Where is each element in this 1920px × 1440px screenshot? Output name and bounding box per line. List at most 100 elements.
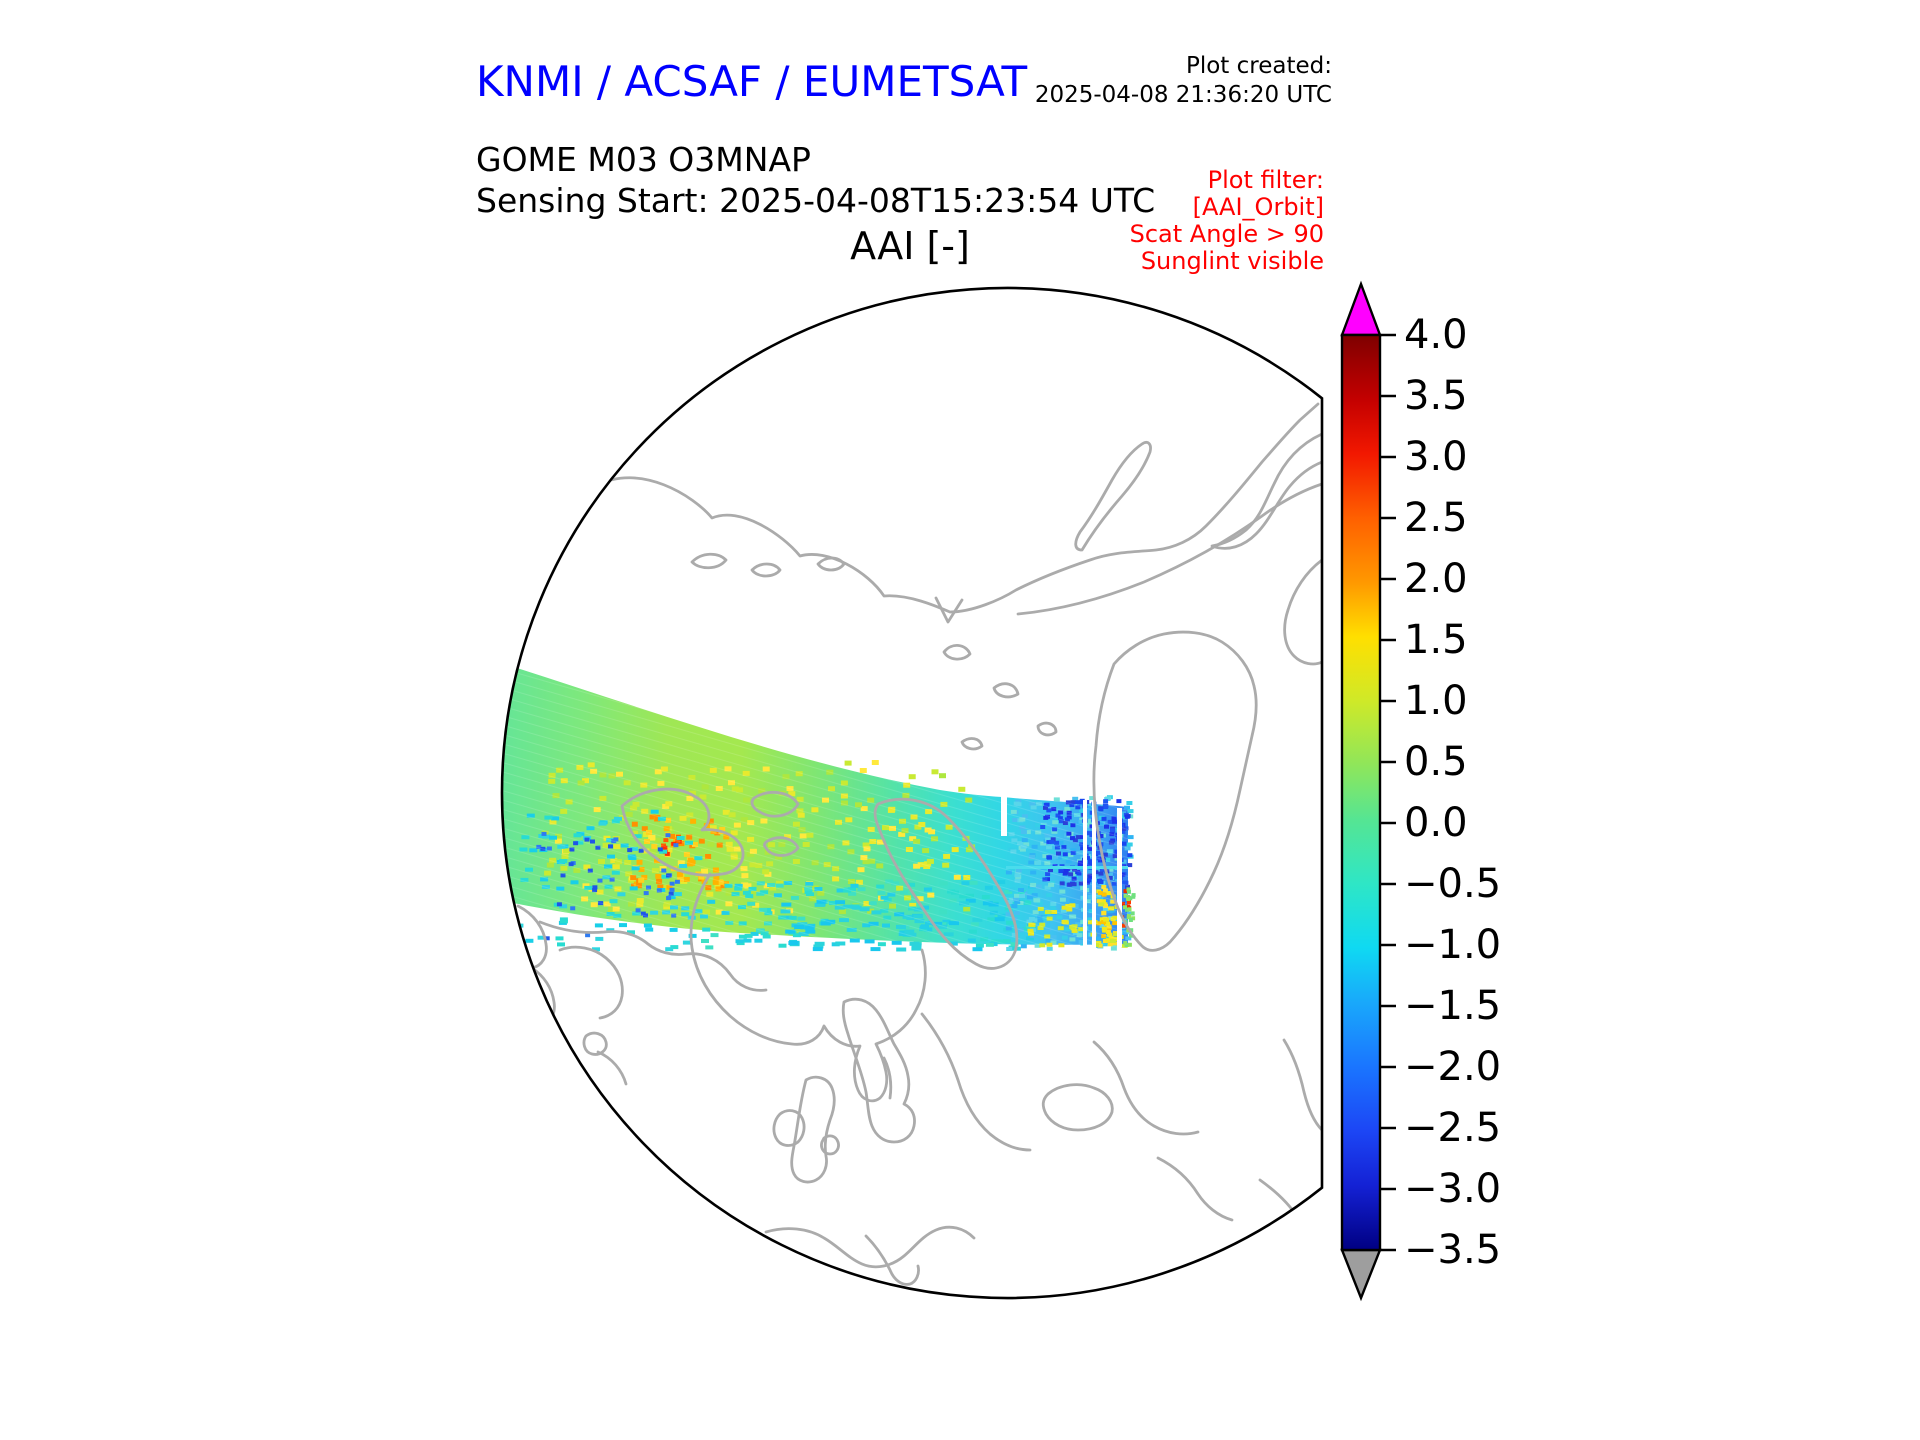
speckle bbox=[1127, 907, 1132, 912]
speckle bbox=[1006, 947, 1013, 951]
colorbar-tick-label: −1.5 bbox=[1404, 983, 1501, 1029]
speckle bbox=[871, 760, 879, 765]
product-block: GOME M03 O3MNAP Sensing Start: 2025-04-0… bbox=[476, 139, 1155, 221]
speckle bbox=[1110, 946, 1117, 951]
coastline-river-notch bbox=[934, 596, 964, 624]
map-title: AAI [-] bbox=[850, 224, 970, 268]
speckle bbox=[1126, 897, 1131, 901]
speckle bbox=[1127, 809, 1134, 814]
speckle bbox=[1097, 943, 1103, 948]
colorbar-under-arrow bbox=[1340, 1248, 1382, 1302]
coastline-iceland bbox=[1041, 1083, 1114, 1132]
speckle bbox=[859, 768, 867, 773]
speckle bbox=[844, 760, 852, 766]
speckle bbox=[1089, 796, 1096, 801]
colorbar-tick-label: −0.5 bbox=[1404, 861, 1501, 907]
speckle bbox=[788, 941, 799, 945]
colorbar-tick-label: 3.5 bbox=[1404, 373, 1468, 419]
speckle bbox=[891, 940, 902, 945]
coastline-island-row bbox=[690, 552, 846, 578]
colorbar-ticks: 4.0 3.5 3.0 2.5 2.0 1.5 1.0 0.5 0.0 −0.5 −1.0 −1.5 −… bbox=[1380, 312, 1501, 1273]
colorbar-tick-label: 0.5 bbox=[1404, 739, 1468, 785]
speckle bbox=[1072, 796, 1079, 801]
speckle bbox=[1127, 914, 1131, 918]
coastline-britain bbox=[772, 1075, 836, 1184]
speckle bbox=[1127, 835, 1134, 840]
coastline-scandinavia bbox=[820, 997, 916, 1156]
speckle bbox=[1104, 797, 1111, 801]
speckle bbox=[1128, 896, 1133, 901]
colorbar-tick-label: 1.5 bbox=[1404, 617, 1468, 663]
speckle bbox=[705, 945, 714, 950]
colorbar-tick-label: 3.0 bbox=[1404, 434, 1468, 480]
speckle bbox=[972, 947, 983, 952]
speckle bbox=[735, 939, 744, 944]
speckle bbox=[594, 923, 603, 928]
speckle bbox=[1126, 904, 1131, 909]
colorbar-tick-label: 4.0 bbox=[1404, 312, 1468, 358]
speckle bbox=[1126, 842, 1133, 847]
plot-filter-block: Plot filter: [AAI_Orbit] Scat Angle > 90 S… bbox=[1130, 167, 1324, 275]
speckle bbox=[1058, 943, 1065, 948]
colorbar-gradient-bar bbox=[1340, 333, 1382, 1252]
coastline-arctic-islands-small bbox=[750, 790, 800, 857]
speckle bbox=[1129, 933, 1133, 938]
speckle bbox=[985, 942, 994, 947]
speckle bbox=[762, 934, 771, 939]
speckle bbox=[864, 939, 875, 944]
speckle bbox=[682, 940, 691, 945]
coastline-sakhalin bbox=[1074, 441, 1152, 552]
speckle bbox=[645, 927, 654, 932]
speckle bbox=[1127, 911, 1134, 916]
speckle bbox=[1131, 893, 1136, 898]
speckle bbox=[750, 931, 759, 936]
speckle bbox=[754, 938, 763, 943]
speckle bbox=[1125, 936, 1132, 941]
speckle bbox=[1130, 911, 1135, 916]
coastline-kamchatka bbox=[1210, 432, 1322, 550]
colorbar-tick-label: −2.5 bbox=[1404, 1105, 1501, 1151]
speckle bbox=[595, 936, 604, 941]
speckle bbox=[849, 938, 860, 943]
colorbar-tick-label: −3.0 bbox=[1404, 1166, 1501, 1212]
colorbar-tick-label: −1.0 bbox=[1404, 922, 1501, 968]
colorbar-over-arrow bbox=[1340, 280, 1382, 337]
coastline-baffin bbox=[873, 797, 1019, 970]
speckle bbox=[559, 917, 568, 922]
speckle bbox=[1020, 944, 1027, 949]
speckle bbox=[1103, 799, 1109, 804]
colorbar-tick-label: 2.5 bbox=[1404, 495, 1468, 541]
speckle bbox=[939, 773, 946, 779]
speckle bbox=[812, 947, 823, 952]
speckle bbox=[813, 944, 824, 949]
speckle bbox=[814, 941, 825, 946]
institute-title: KNMI / ACSAF / EUMETSAT bbox=[476, 57, 1028, 106]
speckle bbox=[1116, 799, 1122, 804]
coastline-europe bbox=[764, 1225, 976, 1298]
speckle bbox=[1070, 800, 1076, 805]
speckle bbox=[738, 934, 747, 939]
speckle bbox=[710, 933, 719, 938]
speckle bbox=[949, 941, 958, 946]
speckle bbox=[743, 938, 752, 943]
speckle bbox=[870, 947, 881, 952]
colorbar-tick-label: 2.0 bbox=[1404, 556, 1468, 602]
swath-scanline-texture bbox=[501, 668, 1128, 945]
speckle bbox=[835, 941, 846, 946]
speckle bbox=[669, 927, 678, 932]
map-boundary bbox=[500, 286, 1324, 1300]
speckle bbox=[592, 947, 600, 952]
product-name: GOME M03 O3MNAP bbox=[476, 140, 811, 179]
colorbar-tick-label: −3.5 bbox=[1404, 1227, 1501, 1273]
speckle bbox=[537, 935, 546, 940]
speckle bbox=[670, 945, 679, 950]
speckle bbox=[544, 936, 550, 941]
sensing-start: Sensing Start: 2025-04-08T15:23:54 UTC bbox=[476, 181, 1156, 220]
speckle bbox=[1131, 916, 1136, 921]
plot-filter-line: Scat Angle > 90 bbox=[1129, 220, 1324, 248]
speckle bbox=[665, 947, 674, 952]
speckle bbox=[1093, 943, 1100, 947]
plot-filter-lines: [AAI_Orbit] Scat Angle > 90 Sunglint visib… bbox=[1130, 194, 1324, 275]
